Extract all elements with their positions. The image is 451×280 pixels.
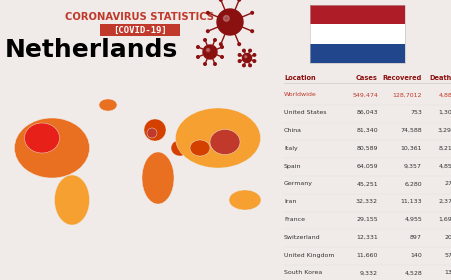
Text: 276: 276 (443, 181, 451, 186)
Ellipse shape (144, 119, 166, 141)
Text: Worldwide: Worldwide (283, 92, 316, 97)
Circle shape (220, 46, 223, 48)
Text: 12,331: 12,331 (355, 235, 377, 240)
Text: 4,883: 4,883 (437, 92, 451, 97)
Text: 207: 207 (443, 235, 451, 240)
FancyBboxPatch shape (100, 24, 179, 36)
Text: Recovered: Recovered (382, 75, 421, 81)
Circle shape (206, 11, 209, 14)
Text: 11,660: 11,660 (356, 253, 377, 258)
Circle shape (196, 56, 199, 58)
Text: CORONAVIRUS STATISTICS: CORONAVIRUS STATISTICS (65, 12, 214, 22)
Text: 9,357: 9,357 (403, 164, 421, 169)
Text: 10,361: 10,361 (400, 146, 421, 151)
Circle shape (242, 53, 251, 62)
Circle shape (237, 0, 240, 1)
Ellipse shape (24, 123, 60, 153)
Text: Spain: Spain (283, 164, 301, 169)
Bar (309, 24, 404, 44)
Text: Deaths: Deaths (429, 75, 451, 81)
Circle shape (219, 0, 221, 1)
Circle shape (203, 63, 206, 65)
Circle shape (196, 46, 199, 48)
Text: 45,251: 45,251 (355, 181, 377, 186)
Circle shape (213, 39, 216, 41)
Text: Cases: Cases (355, 75, 377, 81)
Text: 81,340: 81,340 (355, 128, 377, 133)
Text: 753: 753 (409, 110, 421, 115)
Text: 11,133: 11,133 (400, 199, 421, 204)
Ellipse shape (147, 128, 156, 138)
Text: 32,332: 32,332 (355, 199, 377, 204)
Bar (309, 5, 404, 63)
Text: 8,215: 8,215 (437, 146, 451, 151)
Text: 74,588: 74,588 (400, 128, 421, 133)
Text: [COVID-19]: [COVID-19] (113, 26, 166, 35)
Circle shape (253, 54, 255, 56)
Bar (309, 5, 404, 24)
Circle shape (250, 30, 253, 32)
Text: Italy: Italy (283, 146, 297, 151)
Text: Netherlands: Netherlands (5, 38, 178, 62)
Text: 4,955: 4,955 (403, 217, 421, 222)
Bar (309, 44, 404, 63)
Text: South Korea: South Korea (283, 270, 322, 276)
Text: United States: United States (283, 110, 326, 115)
Circle shape (237, 43, 240, 45)
Ellipse shape (229, 190, 260, 210)
Text: Iran: Iran (283, 199, 296, 204)
Text: Location: Location (283, 75, 315, 81)
Circle shape (213, 63, 216, 65)
Text: 549,474: 549,474 (351, 92, 377, 97)
Text: France: France (283, 217, 304, 222)
Circle shape (206, 48, 209, 52)
Circle shape (203, 39, 206, 41)
Circle shape (253, 60, 255, 62)
Text: 1,304: 1,304 (437, 110, 451, 115)
Text: Germany: Germany (283, 181, 312, 186)
Circle shape (223, 15, 229, 21)
Text: 140: 140 (410, 253, 421, 258)
Ellipse shape (99, 99, 117, 111)
Circle shape (248, 49, 251, 52)
Circle shape (250, 11, 253, 14)
Ellipse shape (14, 118, 89, 178)
Text: 64,059: 64,059 (355, 164, 377, 169)
Circle shape (220, 56, 223, 58)
Text: 86,043: 86,043 (355, 110, 377, 115)
Ellipse shape (175, 108, 260, 168)
Circle shape (238, 60, 240, 62)
Text: 4,528: 4,528 (403, 270, 421, 276)
Text: 4,858: 4,858 (437, 164, 451, 169)
Ellipse shape (55, 175, 89, 225)
Circle shape (219, 43, 221, 45)
Text: 9,332: 9,332 (359, 270, 377, 276)
Text: 3,292: 3,292 (437, 128, 451, 133)
Circle shape (238, 54, 240, 56)
Ellipse shape (189, 140, 210, 156)
Circle shape (202, 45, 216, 59)
Text: 2,378: 2,378 (437, 199, 451, 204)
Ellipse shape (210, 129, 239, 155)
Circle shape (244, 56, 246, 58)
Circle shape (248, 64, 251, 67)
Text: 897: 897 (409, 235, 421, 240)
Text: 128,7012: 128,7012 (391, 92, 421, 97)
Text: United Kingdom: United Kingdom (283, 253, 334, 258)
Text: 578: 578 (443, 253, 451, 258)
Text: Switzerland: Switzerland (283, 235, 320, 240)
Circle shape (206, 30, 209, 32)
Circle shape (242, 64, 245, 67)
Circle shape (216, 9, 243, 35)
Text: 29,155: 29,155 (355, 217, 377, 222)
Text: 139: 139 (443, 270, 451, 276)
Text: 80,589: 80,589 (356, 146, 377, 151)
Ellipse shape (142, 152, 174, 204)
Text: 6,280: 6,280 (404, 181, 421, 186)
Ellipse shape (170, 140, 189, 156)
Text: 1,696: 1,696 (437, 217, 451, 222)
Circle shape (242, 49, 245, 52)
Text: China: China (283, 128, 301, 133)
